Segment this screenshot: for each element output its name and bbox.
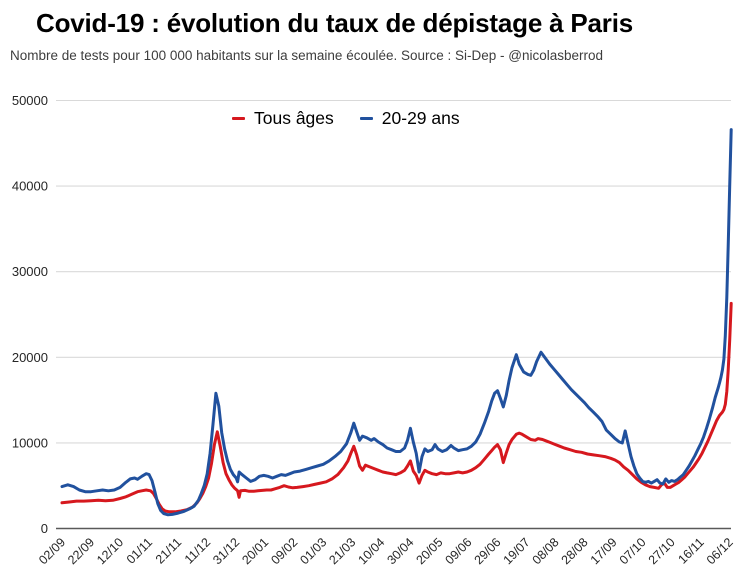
x-tick-label: 09/06 [443,535,475,567]
y-tick-label: 30000 [12,264,48,279]
legend: Tous âges 20-29 ans [232,108,460,129]
blue-dash-icon [359,116,373,121]
x-tick-label: 30/04 [384,535,416,567]
x-tick-label: 29/06 [472,535,504,567]
x-tick-label: 01/03 [297,535,329,567]
x-tick-label: 27/10 [646,535,678,567]
x-tick-label: 22/09 [65,535,97,567]
x-tick-label: 20/01 [239,535,271,567]
legend-label-tous-ages: Tous âges [254,108,334,128]
x-tick-label: 20/05 [413,535,445,567]
page-title: Covid-19 : évolution du taux de dépistag… [36,8,633,38]
legend-item-20-29-ans: 20-29 ans [359,108,460,129]
legend-label-20-29-ans: 20-29 ans [381,108,460,128]
page-subtitle: Nombre de tests pour 100 000 habitants s… [10,48,604,63]
x-tick-label: 10/04 [355,535,387,567]
series-line-20-29-ans [60,128,733,517]
series-line-tous-ages [60,301,733,514]
red-dash-icon [232,116,245,121]
x-tick-label: 02/09 [36,535,68,567]
legend-item-tous-ages: Tous âges [232,108,334,129]
y-tick-label: 20000 [12,350,48,365]
line-chart: 0 10000 20000 30000 40000 50000 02/0922/0912/1… [12,93,736,567]
x-tick-label: 09/02 [268,535,300,567]
x-tick-label: 31/12 [210,535,242,567]
x-tick-label: 01/11 [124,535,155,566]
x-tick-label: 19/07 [501,535,533,567]
y-tick-label: 10000 [12,435,48,450]
x-tick-label: 28/08 [559,535,591,567]
x-tick-label: 08/08 [530,535,562,567]
y-tick-label: 50000 [12,93,48,108]
x-tick-label: 07/10 [617,535,649,567]
covid-testing-chart-page: { "chart_data": { "type": "line", "title… [0,9,754,568]
x-tick-label: 16/11 [675,535,706,566]
x-tick-label: 17/09 [588,535,620,567]
x-tick-label: 12/10 [94,535,126,567]
x-tick-label: 06/12 [704,535,736,567]
y-tick-label: 40000 [12,179,48,194]
x-tick-label: 21/03 [326,535,358,567]
y-tick-label: 0 [41,521,48,536]
x-tick-label: 21/11 [153,535,184,566]
x-tick-label: 11/12 [182,535,213,566]
